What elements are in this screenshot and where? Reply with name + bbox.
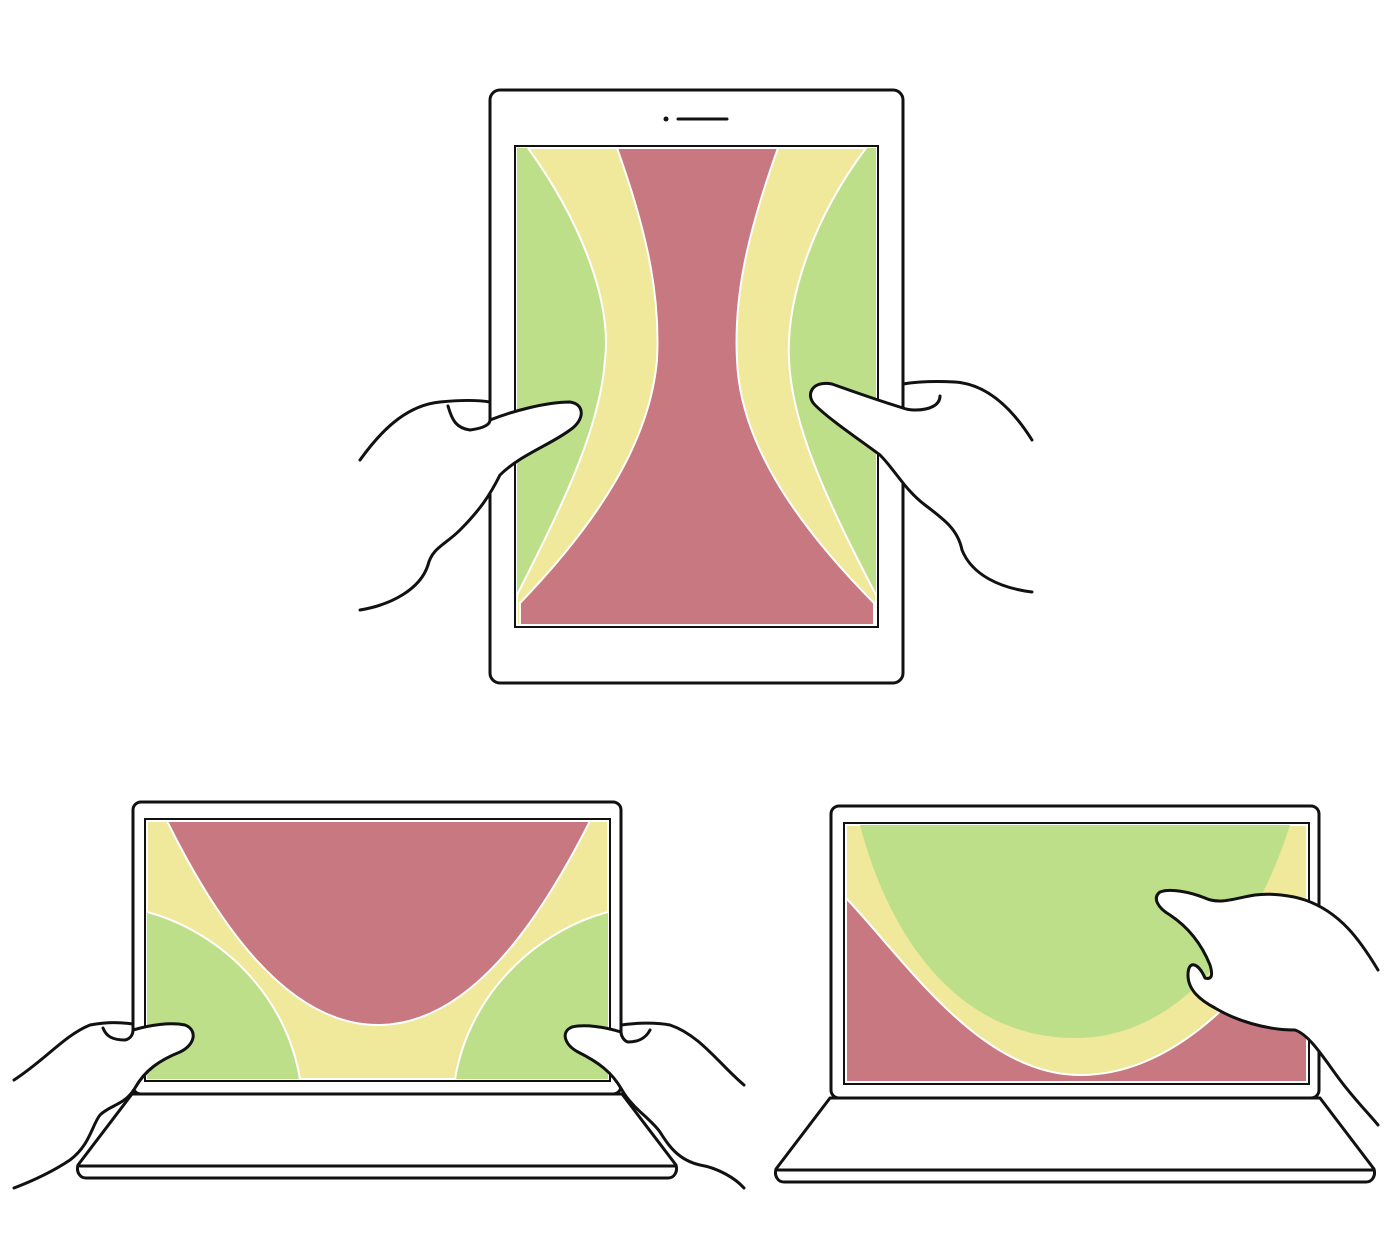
tablet-right-hand <box>809 380 1034 594</box>
laptop-two-thumb-panel <box>12 800 746 1190</box>
tablet-touch-zones <box>517 148 876 625</box>
laptop2-touch-zones <box>846 825 1307 1082</box>
laptop1-zone-hard <box>165 821 592 1027</box>
laptop1-touch-zones <box>147 821 608 1079</box>
tablet-zone-hard <box>519 148 875 625</box>
tablet-screen-border <box>514 145 879 628</box>
laptop1-left-hand <box>12 1021 195 1190</box>
laptop2-base <box>774 1096 1376 1184</box>
tablet-camera-icon <box>663 116 669 122</box>
laptop1-screen-border <box>144 818 611 1082</box>
laptop1-base <box>76 1092 678 1180</box>
laptop1-right-hand <box>563 1021 746 1190</box>
tablet-left-hand <box>358 399 583 612</box>
tablet-panel <box>358 88 1034 685</box>
laptop2-zone-easy <box>860 825 1290 1038</box>
laptop-pointing-panel <box>774 804 1380 1184</box>
laptop2-pointing-hand <box>1154 888 1380 1127</box>
